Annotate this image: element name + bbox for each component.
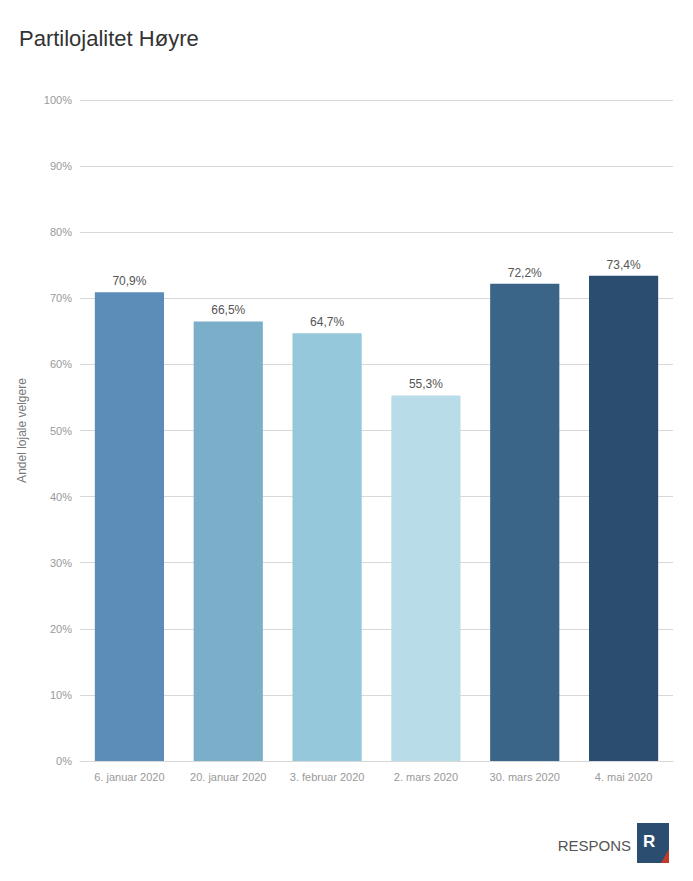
svg-text:55,3%: 55,3% bbox=[409, 377, 443, 391]
svg-text:4. mai 2020: 4. mai 2020 bbox=[595, 771, 652, 783]
svg-text:R: R bbox=[643, 832, 655, 851]
svg-text:90%: 90% bbox=[50, 160, 72, 172]
svg-text:100%: 100% bbox=[44, 94, 72, 106]
svg-text:20. januar 2020: 20. januar 2020 bbox=[190, 771, 266, 783]
svg-text:0%: 0% bbox=[56, 755, 72, 767]
svg-text:64,7%: 64,7% bbox=[310, 315, 344, 329]
svg-text:30. mars 2020: 30. mars 2020 bbox=[490, 771, 560, 783]
svg-text:70,9%: 70,9% bbox=[112, 274, 146, 288]
svg-text:72,2%: 72,2% bbox=[508, 266, 542, 280]
svg-text:RESPONS: RESPONS bbox=[558, 837, 631, 854]
svg-text:10%: 10% bbox=[50, 689, 72, 701]
svg-text:2. mars 2020: 2. mars 2020 bbox=[394, 771, 458, 783]
svg-text:66,5%: 66,5% bbox=[211, 303, 245, 317]
svg-text:Partilojalitet Høyre: Partilojalitet Høyre bbox=[19, 26, 199, 51]
svg-text:73,4%: 73,4% bbox=[607, 258, 641, 272]
svg-text:6. januar 2020: 6. januar 2020 bbox=[94, 771, 164, 783]
svg-text:80%: 80% bbox=[50, 226, 72, 238]
svg-text:60%: 60% bbox=[50, 358, 72, 370]
svg-text:70%: 70% bbox=[50, 292, 72, 304]
svg-text:Andel lojale velgere: Andel lojale velgere bbox=[15, 378, 29, 483]
svg-text:20%: 20% bbox=[50, 623, 72, 635]
svg-text:30%: 30% bbox=[50, 557, 72, 569]
svg-text:40%: 40% bbox=[50, 491, 72, 503]
svg-text:50%: 50% bbox=[50, 425, 72, 437]
svg-text:3. februar 2020: 3. februar 2020 bbox=[290, 771, 365, 783]
